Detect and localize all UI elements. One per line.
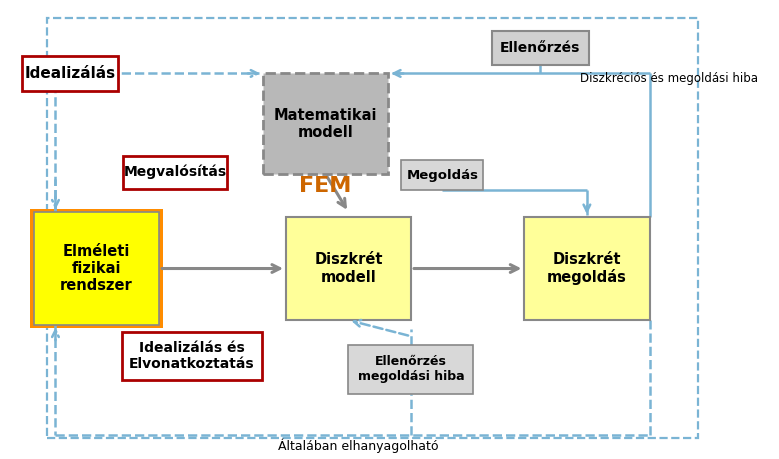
Text: Megoldás: Megoldás	[407, 169, 478, 182]
FancyBboxPatch shape	[524, 217, 650, 320]
FancyBboxPatch shape	[22, 56, 118, 91]
Text: Ellenőrzés: Ellenőrzés	[500, 41, 580, 55]
Text: Elméleti
fizikai
rendszer: Elméleti fizikai rendszer	[60, 244, 133, 293]
Text: Általában elhanyagolható: Általában elhanyagolható	[277, 439, 438, 453]
Text: FEM: FEM	[299, 176, 352, 196]
FancyBboxPatch shape	[34, 212, 159, 325]
Text: Matematikai
modell: Matematikai modell	[274, 108, 377, 140]
Text: Megvalósítás: Megvalósítás	[124, 165, 227, 179]
FancyBboxPatch shape	[122, 331, 262, 380]
Text: Diszkréciós és megoldási hiba: Diszkréciós és megoldási hiba	[580, 72, 758, 84]
FancyBboxPatch shape	[30, 209, 163, 328]
FancyBboxPatch shape	[286, 217, 411, 320]
Text: Idealizálás: Idealizálás	[25, 66, 116, 81]
Text: Idealizálás és
Elvonatkoztatás: Idealizálás és Elvonatkoztatás	[129, 341, 255, 371]
FancyBboxPatch shape	[348, 346, 474, 393]
Text: Ellenőrzés
megoldási hiba: Ellenőrzés megoldási hiba	[358, 355, 464, 384]
FancyBboxPatch shape	[263, 73, 388, 174]
FancyBboxPatch shape	[401, 160, 484, 190]
FancyBboxPatch shape	[123, 156, 227, 189]
Text: Diszkrét
megoldás: Diszkrét megoldás	[547, 252, 627, 285]
Text: Diszkrét
modell: Diszkrét modell	[314, 252, 382, 285]
FancyBboxPatch shape	[492, 31, 589, 65]
